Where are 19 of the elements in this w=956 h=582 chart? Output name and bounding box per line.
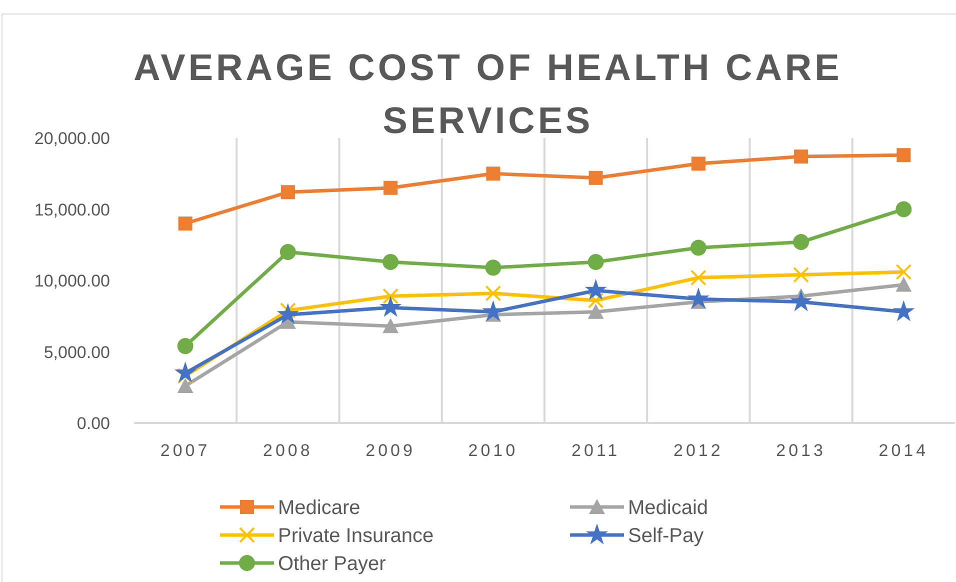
x-tick-label: 2012 [674,441,724,460]
legend-label: Other Payer [278,553,386,575]
x-tick-label: 2011 [572,441,620,460]
chart-title: AVERAGE COST OF HEALTH CARE SERVICES [134,47,842,141]
legend-label: Medicare [278,497,360,519]
x-tick-label: 2007 [160,441,210,460]
x-tick-label: 2014 [878,441,929,460]
y-tick-label: 20,000.00 [34,129,110,148]
legend-label: Private Insurance [278,525,434,547]
y-tick-label: 0.00 [76,414,110,433]
y-tick-label: 10,000.00 [34,272,110,290]
x-tick-label: 2010 [468,441,518,460]
x-tick-label: 2013 [776,441,826,460]
y-tick-label: 5,000.00 [44,342,110,362]
legend-label: Self-Pay [628,525,704,547]
legend-label: Medicaid [628,497,708,519]
y-tick-label: 15,000.00 [34,200,110,220]
x-tick-label: 2008 [263,441,313,460]
x-tick-label: 2009 [366,441,416,460]
